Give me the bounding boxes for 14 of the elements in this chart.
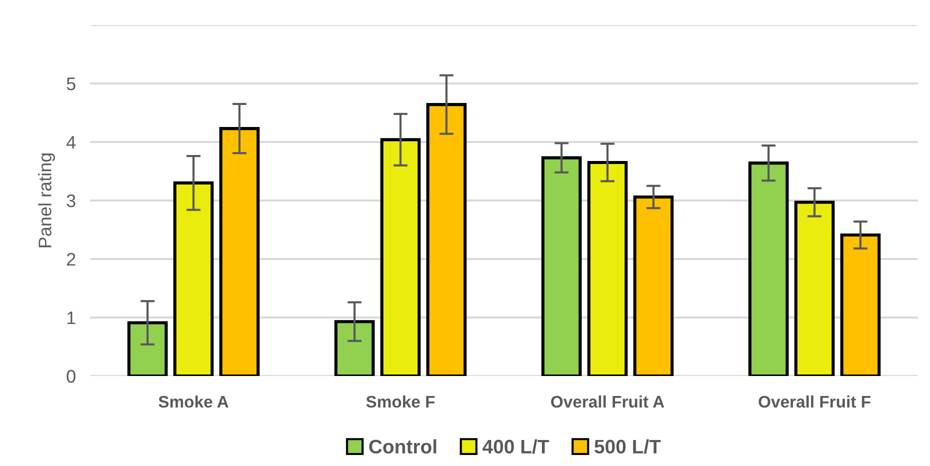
x-tick-label: Overall Fruit F: [758, 395, 870, 408]
x-tick-label: Smoke A: [158, 395, 228, 408]
legend-label: 400 L/T: [482, 439, 550, 454]
x-tick-label: Smoke F: [366, 395, 435, 408]
y-tick-label: 2: [66, 252, 76, 266]
legend-label: Control: [369, 439, 436, 454]
y-tick-label: 4: [66, 136, 76, 149]
y-axis-title: Panel rating: [38, 153, 55, 248]
y-tick-label: 5: [66, 78, 76, 90]
y-tick-label: 0: [66, 370, 76, 383]
y-tick-label: 3: [66, 194, 76, 208]
legend-label: 500 L/T: [594, 439, 661, 454]
y-tick-label: 1: [67, 312, 76, 324]
x-tick-label: Overall Fruit A: [551, 395, 664, 408]
